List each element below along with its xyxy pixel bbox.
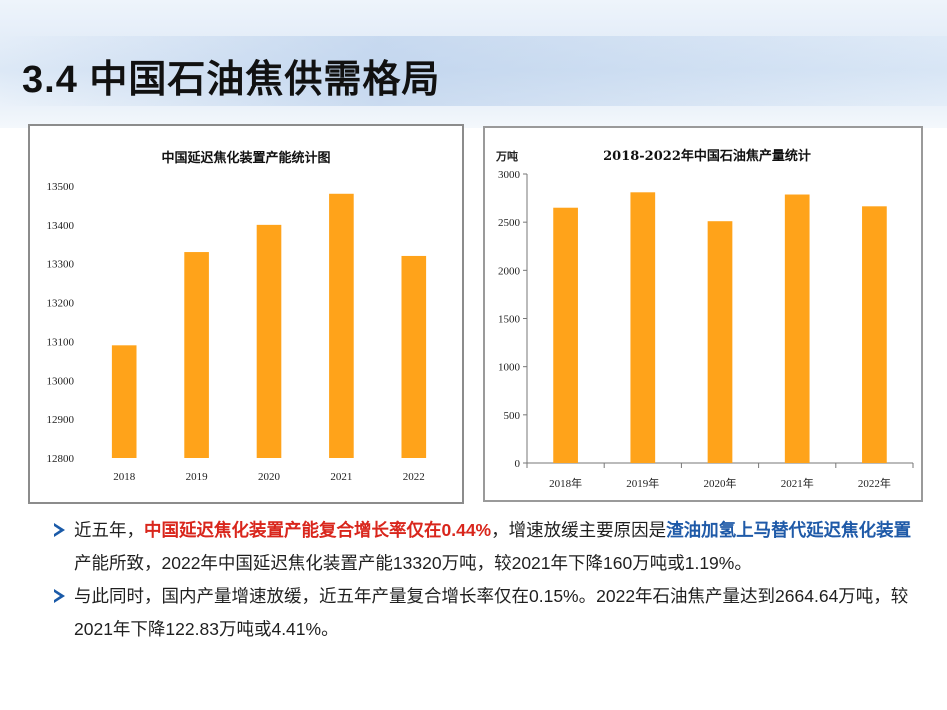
note-item-output: 与此同时，国内产量增速放缓，近五年产量复合增长率仅在0.15%。2022年石油焦… xyxy=(50,580,920,646)
bar xyxy=(553,207,578,463)
y-tick-label: 13200 xyxy=(47,298,75,310)
bar xyxy=(111,345,137,458)
y-tick-label: 12900 xyxy=(47,414,75,426)
output-chart-panel: 2018-2022年中国石油焦产量统计 万吨 0 500 1000 1500 2000 2… xyxy=(483,126,923,502)
capacity-chart-title: 中国延迟焦化装置产能统计图 xyxy=(161,150,330,166)
bar xyxy=(256,224,282,458)
x-tick-label: 2018年 xyxy=(549,476,582,490)
bar xyxy=(784,194,810,464)
y-tick-label: 13100 xyxy=(47,336,75,348)
page-title: 3.4 中国石油焦供需格局 xyxy=(22,59,441,101)
x-tick-label: 2021年 xyxy=(781,476,814,490)
y-tick-label: 13500 xyxy=(47,181,75,193)
capacity-chart: 中国延迟焦化装置产能统计图 12800 12900 13000 13100 13200 1… xyxy=(47,150,427,483)
arrow-bullet-icon xyxy=(54,589,65,603)
bar xyxy=(329,193,354,458)
y-tick-label: 1500 xyxy=(498,314,521,326)
x-tick-label: 2020年 xyxy=(704,476,737,490)
notes: 近五年，中国延迟焦化装置产能复合增长率仅在0.44%，增速放缓主要原因是渣油加氢… xyxy=(50,514,920,646)
y-tick-label: 3000 xyxy=(498,169,521,181)
y-tick-label: 0 xyxy=(515,458,521,470)
note-highlight-red: 中国延迟焦化装置产能复合增长率仅在0.44% xyxy=(144,520,492,540)
capacity-chart-panel: 中国延迟焦化装置产能统计图 12800 12900 13000 13100 13200 1… xyxy=(28,124,464,504)
y-tick-label: 12800 xyxy=(47,453,75,465)
output-chart: 2018-2022年中国石油焦产量统计 万吨 0 500 1000 1500 2000 2… xyxy=(495,148,914,490)
output-chart-title: 2018-2022年中国石油焦产量统计 xyxy=(603,148,811,164)
x-tick-label: 2020 xyxy=(258,471,281,483)
output-chart-unit-label: 万吨 xyxy=(495,149,518,163)
note-highlight-blue: 渣油加氢上马替代延迟焦化装置 xyxy=(666,520,912,540)
note-item-capacity: 近五年，中国延迟焦化装置产能复合增长率仅在0.44%，增速放缓主要原因是渣油加氢… xyxy=(50,514,920,580)
note-text: 近五年， xyxy=(74,520,144,540)
y-tick-label: 2000 xyxy=(498,265,521,277)
bar xyxy=(862,206,887,463)
x-tick-label: 2018 xyxy=(113,471,136,483)
x-tick-label: 2019 xyxy=(186,471,209,483)
header-band xyxy=(0,0,947,128)
bar xyxy=(707,221,733,463)
x-tick-label: 2021 xyxy=(330,471,352,483)
y-tick-label: 1000 xyxy=(498,362,521,374)
y-tick-label: 2500 xyxy=(498,217,521,229)
y-tick-label: 13400 xyxy=(47,220,75,232)
y-tick-label: 500 xyxy=(504,410,521,422)
note-text: 产能所致，2022年中国延迟焦化装置产能13320万吨，较2021年下降160万… xyxy=(74,553,752,573)
bar xyxy=(184,252,209,458)
arrow-bullet-icon xyxy=(54,523,65,537)
note-text: ，增速放缓主要原因是 xyxy=(491,520,667,540)
bar xyxy=(401,255,427,458)
x-tick-label: 2022 xyxy=(403,471,425,483)
x-tick-label: 2019年 xyxy=(626,476,659,490)
x-tick-label: 2022年 xyxy=(858,476,891,490)
y-tick-label: 13300 xyxy=(47,259,75,271)
bar xyxy=(630,192,656,463)
y-tick-label: 13000 xyxy=(47,375,75,387)
note-text: 与此同时，国内产量增速放缓，近五年产量复合增长率仅在0.15%。2022年石油焦… xyxy=(74,586,909,639)
